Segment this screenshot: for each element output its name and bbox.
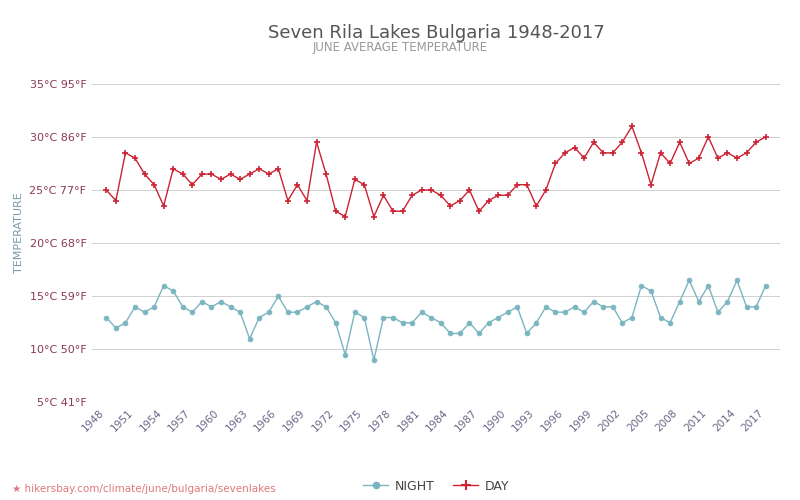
DAY [685,160,694,166]
NIGHT [474,330,484,336]
NIGHT [685,278,694,283]
NIGHT [187,309,197,315]
DAY [302,198,312,203]
NIGHT [302,304,312,310]
Text: ★ hikersbay.com/climate/june/bulgaria/sevenlakes: ★ hikersbay.com/climate/june/bulgaria/se… [12,484,276,494]
NIGHT [675,298,685,304]
DAY [341,214,350,220]
DAY [254,166,264,172]
DAY [761,134,770,140]
DAY [388,208,398,214]
Y-axis label: TEMPERATURE: TEMPERATURE [14,192,24,273]
DAY [627,123,637,129]
DAY [474,208,484,214]
NIGHT [369,357,378,363]
DAY [102,187,111,193]
Text: JUNE AVERAGE TEMPERATURE: JUNE AVERAGE TEMPERATURE [313,41,487,54]
Title: Seven Rila Lakes Bulgaria 1948-2017: Seven Rila Lakes Bulgaria 1948-2017 [268,24,604,42]
DAY [187,182,197,188]
Line: DAY: DAY [103,123,769,220]
Legend: NIGHT, DAY: NIGHT, DAY [358,475,514,498]
NIGHT [761,282,770,288]
NIGHT [254,314,264,320]
Line: NIGHT: NIGHT [104,278,768,362]
NIGHT [102,314,111,320]
NIGHT [388,314,398,320]
